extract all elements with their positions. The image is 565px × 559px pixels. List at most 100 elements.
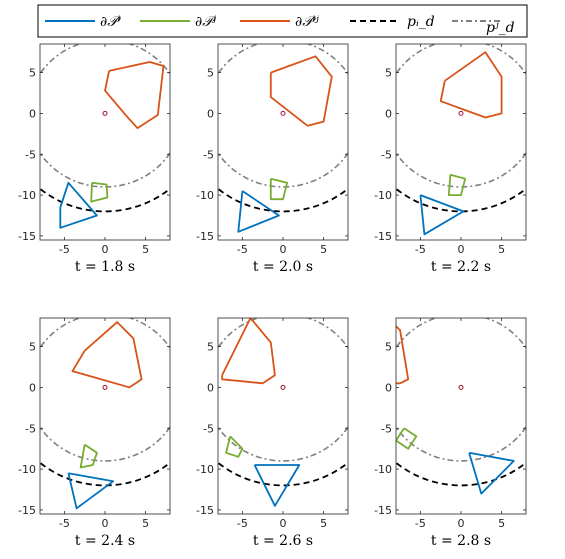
series-p-ij (269, 55, 333, 127)
plot-area (218, 318, 348, 514)
x-tick-label: -5 (415, 243, 426, 256)
y-tick-label: -10 (18, 189, 36, 202)
origin-marker (458, 384, 464, 390)
y-tick-label: -10 (196, 189, 214, 202)
y-tick-label: 0 (385, 107, 392, 120)
y-tick-label: -15 (374, 504, 392, 517)
plot-area (40, 318, 170, 514)
x-tick-label: 5 (498, 517, 505, 530)
series-p-j (79, 443, 98, 469)
panels: 5 0 -5 -10 -15 -5 0 5 t = 1.8 s 5 0 -5 -10 -15 -5 0 5 t =… (18, 43, 527, 549)
y-tick-label: 5 (29, 67, 36, 80)
panel-2: 5 0 -5 -10 -15 -5 0 5 t = 2.0 s (196, 43, 349, 275)
panel-5: 5 0 -5 -10 -15 -5 0 5 t = 2.6 s (196, 317, 349, 549)
series-p-j (269, 177, 289, 201)
y-tick-label: 0 (29, 107, 36, 120)
y-tick-label: -10 (374, 189, 392, 202)
plot-area (218, 44, 348, 240)
series-p-i (419, 194, 465, 236)
y-tick-label: 5 (385, 341, 392, 354)
series-p-j (447, 173, 467, 197)
x-tick-label: -5 (237, 243, 248, 256)
x-tick-label: -5 (415, 517, 426, 530)
x-tick-label: 5 (320, 243, 327, 256)
legend-label-p-i: ∂𝒫ⁱ (100, 14, 121, 30)
x-tick-label: 0 (458, 517, 465, 530)
series-p-i (67, 472, 114, 510)
panel-6: 5 0 -5 -10 -15 -5 0 5 t = 2.8 s (374, 317, 527, 549)
x-tick-label: 0 (458, 243, 465, 256)
panel-caption: t = 2.2 s (431, 259, 491, 275)
panel-caption: t = 2.0 s (253, 259, 313, 275)
plot-content (396, 318, 526, 495)
panel-4: 5 0 -5 -10 -15 -5 0 5 t = 2.4 s (18, 317, 171, 549)
x-tick-label: -5 (59, 243, 70, 256)
series-p-ij (439, 51, 503, 119)
x-tick-label: 5 (142, 517, 149, 530)
plot-content (396, 44, 526, 236)
y-tick-label: 5 (29, 341, 36, 354)
series-p-j (90, 181, 109, 203)
x-tick-label: 0 (280, 517, 287, 530)
y-tick-label: -15 (18, 504, 36, 517)
plot-area (396, 318, 526, 514)
y-tick-label: -15 (196, 230, 214, 243)
series-p-i (253, 464, 301, 507)
plot-content (40, 44, 170, 229)
x-tick-label: 0 (102, 243, 109, 256)
y-tick-label: 0 (29, 381, 36, 394)
series-p-j (396, 427, 418, 450)
series-p-i (59, 181, 98, 229)
panel-caption: t = 2.8 s (431, 533, 491, 549)
y-tick-label: -5 (381, 148, 392, 161)
origin-marker (102, 384, 108, 390)
y-tick-label: 5 (385, 67, 392, 80)
plot-content (218, 318, 348, 507)
x-tick-label: 0 (280, 243, 287, 256)
y-tick-label: -5 (203, 148, 214, 161)
legend-label-p-ij: ∂𝒫ⁱʲ (295, 14, 319, 30)
series-p-ij (221, 318, 276, 385)
panel-caption: t = 1.8 s (75, 259, 135, 275)
y-tick-label: -10 (196, 463, 214, 476)
y-tick-label: -10 (18, 463, 36, 476)
x-tick-label: 5 (498, 243, 505, 256)
series-p-i (237, 190, 280, 233)
y-tick-label: 0 (385, 381, 392, 394)
x-tick-label: 5 (142, 243, 149, 256)
x-tick-label: 0 (102, 517, 109, 530)
y-tick-label: -10 (374, 463, 392, 476)
series-p-ij (71, 321, 143, 389)
y-tick-label: 0 (207, 381, 214, 394)
panel-3: 5 0 -5 -10 -15 -5 0 5 t = 2.2 s (374, 43, 527, 275)
y-tick-label: -5 (203, 422, 214, 435)
legend: ∂𝒫ⁱ ∂𝒫ʲ ∂𝒫ⁱʲ pᵢ_d pʲ_d (37, 4, 528, 38)
legend-label-pd-i: pᵢ_d (407, 14, 435, 30)
plot-content (40, 318, 170, 510)
y-tick-label: -15 (374, 230, 392, 243)
series-p-i (468, 451, 515, 495)
origin-marker (458, 110, 464, 116)
y-tick-label: -5 (25, 422, 36, 435)
y-tick-label: 5 (207, 67, 214, 80)
origin-marker (280, 384, 286, 390)
plot-area (40, 44, 170, 240)
y-tick-label: 5 (207, 341, 214, 354)
y-tick-label: 0 (207, 107, 214, 120)
y-tick-label: -5 (25, 148, 36, 161)
plot-content (218, 44, 348, 233)
series-p-ij (104, 61, 165, 130)
series-p-ij (396, 325, 410, 385)
y-tick-label: -5 (381, 422, 392, 435)
panel-caption: t = 2.6 s (253, 533, 313, 549)
x-tick-label: -5 (237, 517, 248, 530)
y-tick-label: -15 (196, 504, 214, 517)
x-tick-label: 5 (320, 517, 327, 530)
y-tick-label: -15 (18, 230, 36, 243)
x-tick-label: -5 (59, 517, 70, 530)
origin-marker (280, 110, 286, 116)
series-p-j (225, 435, 244, 458)
legend-label-p-j: ∂𝒫ʲ (195, 14, 216, 30)
legend-label-pd-j: pʲ_d (486, 20, 515, 36)
